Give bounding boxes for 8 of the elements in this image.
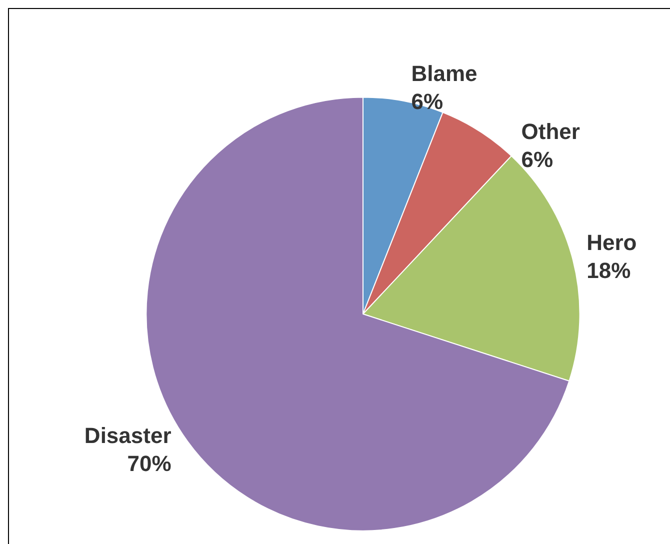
data-label: 6% <box>411 88 444 114</box>
slice-label: Blame <box>411 60 478 86</box>
data-label: 18% <box>586 258 631 284</box>
data-label: 70% <box>127 451 172 476</box>
slice-label: Other <box>521 118 580 144</box>
slice-label: Hero <box>586 230 637 256</box>
slice-label: Disaster <box>84 423 172 448</box>
data-label: 6% <box>521 146 554 172</box>
